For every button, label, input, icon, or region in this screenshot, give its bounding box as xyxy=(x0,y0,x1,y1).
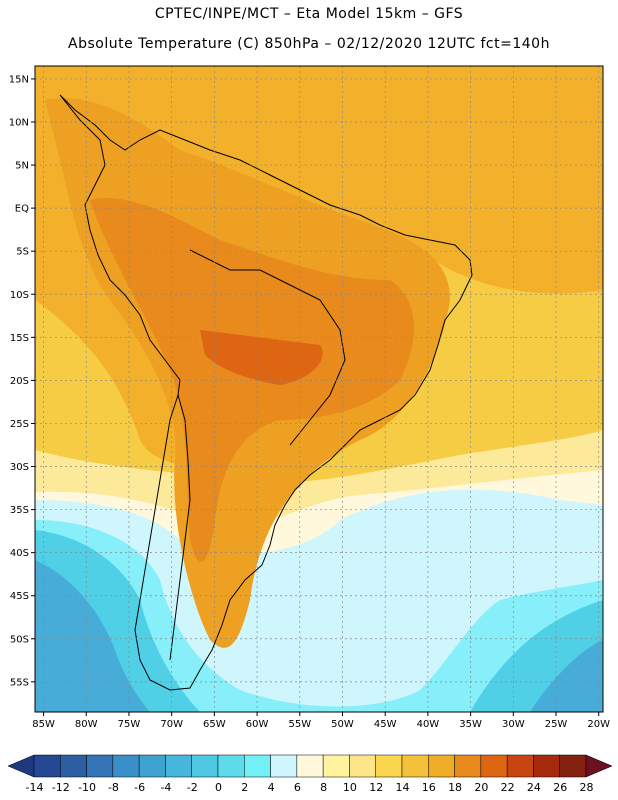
lon-tick-label: 55W xyxy=(288,719,311,730)
lon-tick-label: 25W xyxy=(545,719,568,730)
field-band-minus2-east xyxy=(530,640,603,712)
lat-tick-label: 5S xyxy=(16,247,29,258)
colorbar-label: -2 xyxy=(187,781,198,794)
lat-tick-label: 55S xyxy=(10,677,29,688)
colorbar-swatch xyxy=(244,754,271,778)
field-band-20 xyxy=(90,198,414,562)
lon-tick-label: 70W xyxy=(160,719,183,730)
colorbar-label: 0 xyxy=(215,781,222,794)
lat-tick-label: 10N xyxy=(9,117,29,128)
colorbar-swatch xyxy=(138,754,166,778)
lat-tick-label: 5N xyxy=(15,161,29,172)
colorbar-label: 16 xyxy=(422,781,436,794)
lat-tick-label: 25S xyxy=(10,419,29,430)
axis-ticks: 85W 80W 75W 70W 65W 60W 55W 50W 45W 40W 35W 30W 25W 2… xyxy=(9,74,610,730)
lon-tick-label: 60W xyxy=(246,719,269,730)
field-band-4 xyxy=(35,520,603,712)
colorbar-swatch xyxy=(270,754,298,778)
lat-tick-label: 15S xyxy=(10,333,29,344)
colorbar-swatch xyxy=(533,754,560,778)
colorbar-label: 6 xyxy=(294,781,301,794)
colorbar-label: 26 xyxy=(553,781,567,794)
lon-tick-label: 65W xyxy=(203,719,226,730)
colorbar-swatch xyxy=(559,754,587,778)
chart-title-line-2: Absolute Temperature (C) 850hPa – 02/12/… xyxy=(68,36,550,52)
lat-tick-label: 10S xyxy=(10,290,29,301)
colorbar-label: 28 xyxy=(580,781,594,794)
lat-tick-label: 45S xyxy=(10,591,29,602)
lat-tick-label: EQ xyxy=(15,204,29,215)
colorbar-label: -6 xyxy=(134,781,145,794)
colorbar-label: -10 xyxy=(78,781,96,794)
colorbar-swatch xyxy=(428,754,455,778)
lon-tick-label: 75W xyxy=(118,719,141,730)
colorbar-label: 8 xyxy=(320,781,327,794)
colorbar-left-arrow xyxy=(7,754,35,778)
lat-tick-label: 20S xyxy=(10,376,29,387)
colorbar-label: 12 xyxy=(369,781,383,794)
coastlines-and-borders xyxy=(59,94,473,691)
field-band-minus2 xyxy=(35,560,150,712)
border-brazil xyxy=(189,249,346,446)
coastline-south-america xyxy=(59,94,473,691)
colorbar-label: -8 xyxy=(108,781,119,794)
chart-title-line-1: CPTEC/INPE/MCT – Eta Model 15km – GFS xyxy=(154,6,464,22)
colorbar-swatch xyxy=(33,754,61,778)
lon-tick-label: 85W xyxy=(32,719,55,730)
colorbar-label: 18 xyxy=(448,781,462,794)
lat-tick-label: 30S xyxy=(10,462,29,473)
colorbar-label: 10 xyxy=(343,781,357,794)
lat-tick-label: 50S xyxy=(10,634,29,645)
colorbar-swatch xyxy=(217,754,245,778)
lat-tick-label: 40S xyxy=(10,548,29,559)
colorbar-swatch xyxy=(165,754,192,778)
colorbar-swatch xyxy=(401,754,429,778)
colorbar-swatch xyxy=(322,754,350,778)
colorbar-swatch xyxy=(349,754,376,778)
colorbar-label: 14 xyxy=(396,781,410,794)
colorbar-label: 24 xyxy=(527,781,541,794)
lon-tick-label: 50W xyxy=(331,719,354,730)
colorbar-swatch xyxy=(296,754,324,778)
colorbar-label: -14 xyxy=(26,781,44,794)
lon-tick-label: 80W xyxy=(75,719,98,730)
colorbar-swatch xyxy=(112,754,140,778)
colorbar-right-arrow xyxy=(585,754,613,778)
map-frame xyxy=(34,65,604,713)
field-band-22 xyxy=(200,330,323,385)
lat-tick-label: 35S xyxy=(10,505,29,516)
colorbar-label: -4 xyxy=(160,781,171,794)
colorbar-label: -12 xyxy=(52,781,70,794)
temperature-field xyxy=(35,66,603,712)
lat-tick-label: 15N xyxy=(9,74,29,85)
colorbar-swatch xyxy=(60,754,87,778)
lon-tick-label: 20W xyxy=(587,719,610,730)
lon-tick-label: 40W xyxy=(417,719,440,730)
colorbar-label: 2 xyxy=(241,781,248,794)
lon-tick-label: 35W xyxy=(459,719,482,730)
colorbar-swatch xyxy=(506,754,534,778)
lon-tick-label: 45W xyxy=(374,719,397,730)
colorbar-label: 22 xyxy=(501,781,515,794)
colorbar: -14 -12 -10 -8 -6 -4 -2 0 2 4 6 8 10 12 14 16 18 20 22 24 26… xyxy=(7,754,613,794)
colorbar-swatch xyxy=(375,754,403,778)
colorbar-swatch xyxy=(480,754,508,778)
colorbar-swatch xyxy=(454,754,482,778)
lon-tick-label: 30W xyxy=(502,719,525,730)
colorbar-label: 20 xyxy=(474,781,488,794)
colorbar-label: 4 xyxy=(268,781,275,794)
colorbar-swatch xyxy=(86,754,114,778)
border-andes xyxy=(169,394,191,661)
colorbar-swatch xyxy=(191,754,219,778)
